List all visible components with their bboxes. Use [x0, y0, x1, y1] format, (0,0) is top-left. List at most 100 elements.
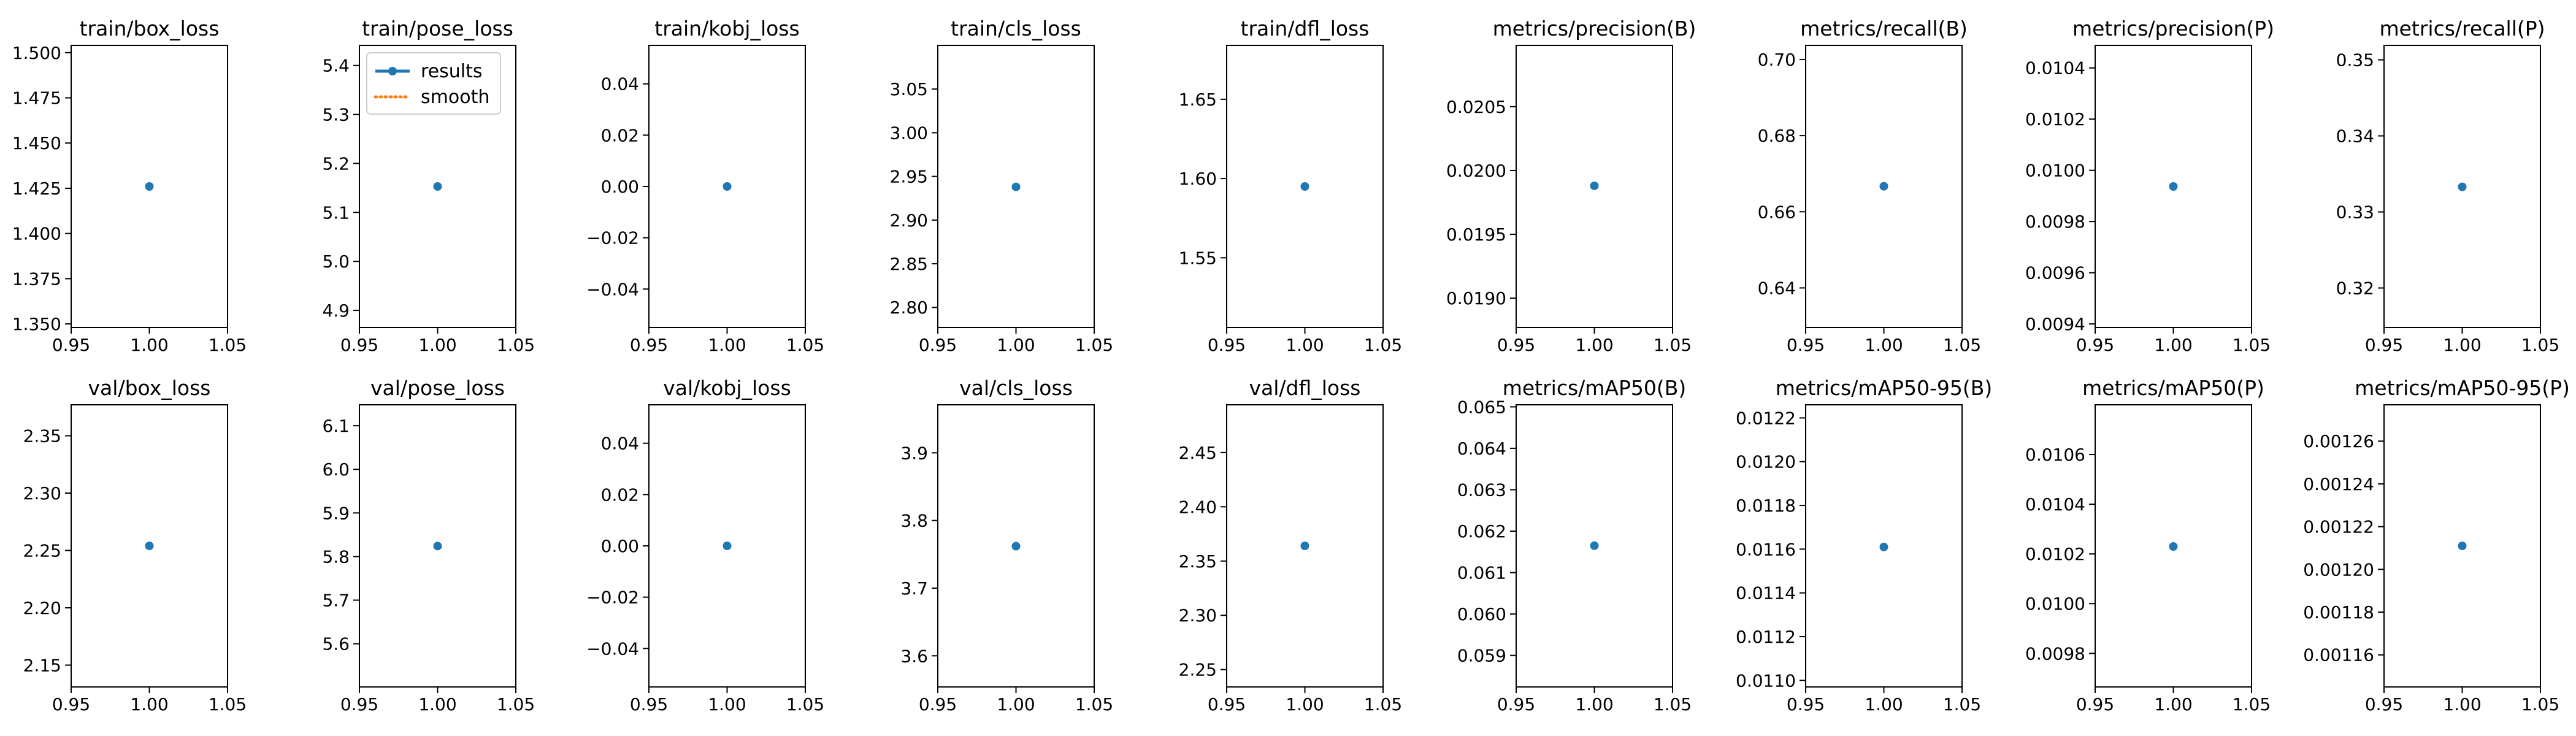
y-tick-label: −0.02 [586, 588, 639, 608]
x-tick-label: 1.00 [997, 694, 1035, 715]
x-tick-label: 0.95 [340, 694, 378, 715]
subplot-title: train/kobj_loss [654, 17, 799, 40]
y-tick-label: 2.30 [1179, 605, 1217, 626]
y-tick-label: 2.35 [1179, 551, 1217, 572]
data-point [1011, 542, 1021, 551]
x-tick-label: 0.95 [1497, 694, 1535, 715]
x-tick-label: 0.95 [52, 335, 90, 355]
y-tick-label: 0.0106 [2025, 445, 2085, 465]
y-tick-label: 0.64 [1758, 278, 1796, 298]
y-tick-label: 2.15 [23, 655, 61, 675]
y-tick-label: 0.00126 [2303, 431, 2374, 451]
subplot-title: train/cls_loss [951, 17, 1081, 40]
y-tick-label: 0.0104 [2025, 494, 2085, 515]
y-tick-label: 2.40 [1179, 497, 1217, 517]
y-tick-label: 0.32 [2336, 278, 2374, 299]
x-tick-label: 0.95 [340, 335, 378, 355]
y-tick-label: 0.00116 [2303, 645, 2374, 665]
subplot-title: val/kobj_loss [663, 376, 791, 400]
x-tick-label: 1.00 [2443, 694, 2481, 715]
subplot-14: metrics/mAP50(B) 0.95 1.00 1.05 0.059 0.060 0.… [1457, 376, 1692, 715]
subplot-title: metrics/recall(P) [2379, 17, 2545, 40]
legend-label: results [421, 61, 483, 82]
y-tick-label: 0.00 [601, 536, 639, 556]
y-tick-label: 0.064 [1457, 439, 1506, 459]
x-tick-label: 1.05 [1943, 694, 1981, 715]
subplot-3: train/cls_loss 0.95 1.00 1.05 2.80 2.85 2.90 2.… [890, 17, 1114, 355]
data-point [2458, 182, 2467, 191]
y-tick-label: 3.00 [890, 123, 928, 143]
y-tick-label: 0.00 [601, 177, 639, 197]
x-tick-label: 1.05 [2521, 335, 2559, 355]
subplot-title: train/dfl_loss [1241, 17, 1370, 40]
y-tick-label: 0.060 [1457, 604, 1506, 624]
y-tick-label: 2.95 [890, 167, 928, 187]
subplot-5: metrics/precision(B) 0.95 1.00 1.05 0.0190 0.… [1446, 17, 1696, 355]
y-tick-label: 0.35 [2336, 50, 2374, 71]
data-point [1011, 182, 1021, 191]
y-tick-label: 0.062 [1457, 521, 1506, 542]
x-tick-label: 1.00 [1865, 694, 1903, 715]
x-tick-label: 1.05 [1075, 335, 1113, 355]
x-tick-label: 1.05 [786, 335, 824, 355]
subplot-16: metrics/mAP50(P) 0.95 1.00 1.05 0.0098 0.0100… [2025, 376, 2271, 715]
x-tick-label: 0.95 [1497, 335, 1535, 355]
x-tick-label: 1.00 [2443, 335, 2481, 355]
y-tick-label: 0.0190 [1446, 288, 1506, 309]
y-tick-label: 3.6 [900, 646, 928, 666]
x-tick-label: 1.00 [2154, 335, 2192, 355]
subplot-title: val/cls_loss [959, 376, 1073, 400]
y-tick-label: −0.02 [586, 228, 639, 248]
x-tick-label: 1.00 [130, 694, 168, 715]
subplot-title: metrics/recall(B) [1800, 17, 1968, 40]
x-tick-label: 0.95 [1208, 335, 1246, 355]
y-tick-label: 5.9 [322, 503, 350, 523]
y-tick-label: 1.65 [1179, 90, 1217, 110]
x-tick-label: 1.05 [2233, 694, 2271, 715]
y-tick-label: 0.00118 [2303, 602, 2374, 623]
data-point [1879, 542, 1888, 551]
legend: results smooth [366, 52, 501, 115]
y-tick-label: 1.350 [12, 314, 61, 334]
data-point [145, 182, 154, 191]
y-tick-label: 0.68 [1758, 126, 1796, 146]
y-tick-label: 0.0098 [2025, 212, 2085, 232]
x-tick-label: 1.05 [2233, 335, 2271, 355]
subplot-title: val/pose_loss [370, 376, 505, 400]
y-tick-label: 2.35 [23, 426, 61, 446]
data-point [1590, 181, 1599, 190]
y-tick-label: 2.20 [23, 598, 61, 618]
subplot-10: val/pose_loss 0.95 1.00 1.05 5.6 5.7 5.8 5.9 6.0… [322, 376, 535, 715]
y-tick-label: 1.60 [1179, 169, 1217, 189]
y-tick-label: 0.70 [1758, 50, 1796, 70]
subplot-7: metrics/precision(P) 0.95 1.00 1.05 0.0094 0.… [2025, 17, 2274, 355]
subplot-title: metrics/precision(B) [1493, 17, 1696, 40]
y-tick-label: 0.0116 [1736, 539, 1796, 559]
subplot-9: val/box_loss 0.95 1.00 1.05 2.15 2.20 2.25 2.30… [23, 376, 247, 715]
y-tick-label: −0.04 [586, 638, 639, 659]
y-tick-label: 0.061 [1457, 563, 1506, 583]
y-tick-label: 0.0104 [2025, 58, 2085, 79]
x-tick-label: 1.05 [786, 694, 824, 715]
y-tick-label: 0.063 [1457, 480, 1506, 500]
data-point [433, 182, 442, 191]
y-tick-label: 1.400 [12, 224, 61, 244]
x-tick-label: 0.95 [630, 335, 668, 355]
x-tick-label: 1.05 [497, 335, 535, 355]
data-point [2169, 182, 2178, 191]
subplot-15: metrics/mAP50-95(B) 0.95 1.00 1.05 0.0110 0.0… [1736, 376, 1992, 715]
x-tick-label: 1.05 [1654, 335, 1692, 355]
x-tick-label: 0.95 [2076, 335, 2114, 355]
x-tick-label: 0.95 [1787, 694, 1825, 715]
y-tick-label: 0.0096 [2025, 263, 2085, 283]
subplot-12: val/cls_loss 0.95 1.00 1.05 3.6 3.7 3.8 3.9 [900, 376, 1113, 715]
y-tick-label: 1.375 [12, 269, 61, 289]
x-tick-label: 1.05 [1364, 335, 1402, 355]
x-tick-label: 0.95 [52, 694, 90, 715]
y-tick-label: 0.00122 [2303, 517, 2374, 537]
x-tick-label: 1.05 [497, 694, 535, 715]
y-tick-label: 5.6 [322, 634, 350, 654]
subplot-title: val/box_loss [88, 376, 211, 400]
y-tick-label: 0.0100 [2025, 594, 2085, 614]
